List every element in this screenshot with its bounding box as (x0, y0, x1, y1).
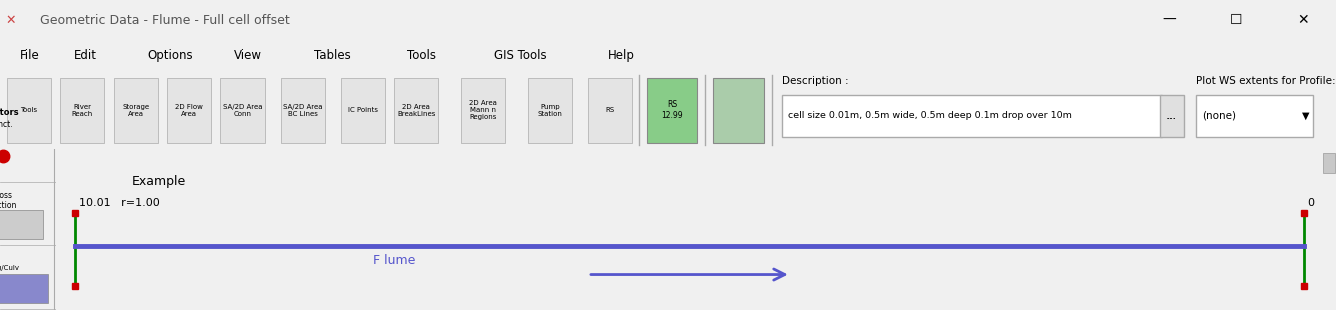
Text: ✕: ✕ (1297, 13, 1308, 27)
Text: ✕: ✕ (5, 14, 16, 27)
Text: Tools: Tools (407, 49, 437, 62)
Bar (114, 78, 158, 143)
Bar (0, 210, 43, 239)
Text: Tables: Tables (314, 49, 351, 62)
Text: Brdg/Culv: Brdg/Culv (0, 265, 20, 271)
Bar (461, 78, 505, 143)
Text: 2D Area
BreakLines: 2D Area BreakLines (397, 104, 436, 117)
Text: Edit: Edit (73, 49, 96, 62)
Text: ▼: ▼ (1301, 111, 1309, 121)
Text: Storage
Area: Storage Area (122, 104, 150, 117)
Bar (647, 78, 697, 143)
Text: (none): (none) (1202, 111, 1236, 121)
Text: Description :: Description : (782, 76, 848, 86)
Text: Tools: Tools (20, 107, 37, 113)
Bar (528, 78, 572, 143)
Text: RS: RS (605, 107, 615, 113)
Text: Editors: Editors (0, 108, 19, 117)
Text: Geometric Data - Flume - Full cell offset: Geometric Data - Flume - Full cell offse… (40, 14, 290, 27)
Bar (281, 78, 325, 143)
Bar (220, 78, 265, 143)
Text: Cross
Section: Cross Section (0, 191, 17, 210)
Bar (394, 78, 438, 143)
Text: River
Reach: River Reach (72, 104, 92, 117)
Bar (588, 78, 632, 143)
Text: Help: Help (608, 49, 635, 62)
Bar (0, 274, 48, 303)
Text: ...: ... (1166, 111, 1177, 121)
Text: IC Points: IC Points (347, 107, 378, 113)
Text: F lume: F lume (373, 254, 415, 267)
Bar (7, 78, 51, 143)
Bar (1160, 95, 1184, 137)
Text: Example: Example (132, 175, 186, 188)
Text: Pump
Station: Pump Station (537, 104, 562, 117)
Bar (341, 78, 385, 143)
Bar (60, 78, 104, 143)
Text: ...: ... (1168, 111, 1176, 121)
Text: SA/2D Area
BC Lines: SA/2D Area BC Lines (283, 104, 322, 117)
Text: ☐: ☐ (1229, 13, 1242, 27)
Text: cell size 0.01m, 0.5m wide, 0.5m deep 0.1m drop over 10m: cell size 0.01m, 0.5m wide, 0.5m deep 0.… (788, 111, 1071, 120)
Bar (1196, 95, 1313, 137)
Text: Options: Options (147, 49, 192, 62)
Text: 2D Area
Mann n
Regions: 2D Area Mann n Regions (469, 100, 497, 120)
Text: View: View (234, 49, 262, 62)
Text: Plot WS extents for Profile:: Plot WS extents for Profile: (1196, 76, 1336, 86)
Bar (782, 95, 1162, 137)
Text: SA/2D Area
Conn: SA/2D Area Conn (223, 104, 262, 117)
Text: GIS Tools: GIS Tools (494, 49, 546, 62)
Text: Junct.: Junct. (0, 120, 13, 129)
Bar (1323, 153, 1336, 173)
Bar (167, 78, 211, 143)
Text: File: File (20, 49, 40, 62)
Text: 2D Flow
Area: 2D Flow Area (175, 104, 203, 117)
Text: RS
12.99: RS 12.99 (661, 100, 683, 120)
Text: 10.01   r=1.00: 10.01 r=1.00 (79, 198, 160, 208)
Bar (713, 78, 764, 143)
Text: 0: 0 (1308, 198, 1315, 208)
Text: —: — (1162, 13, 1176, 27)
